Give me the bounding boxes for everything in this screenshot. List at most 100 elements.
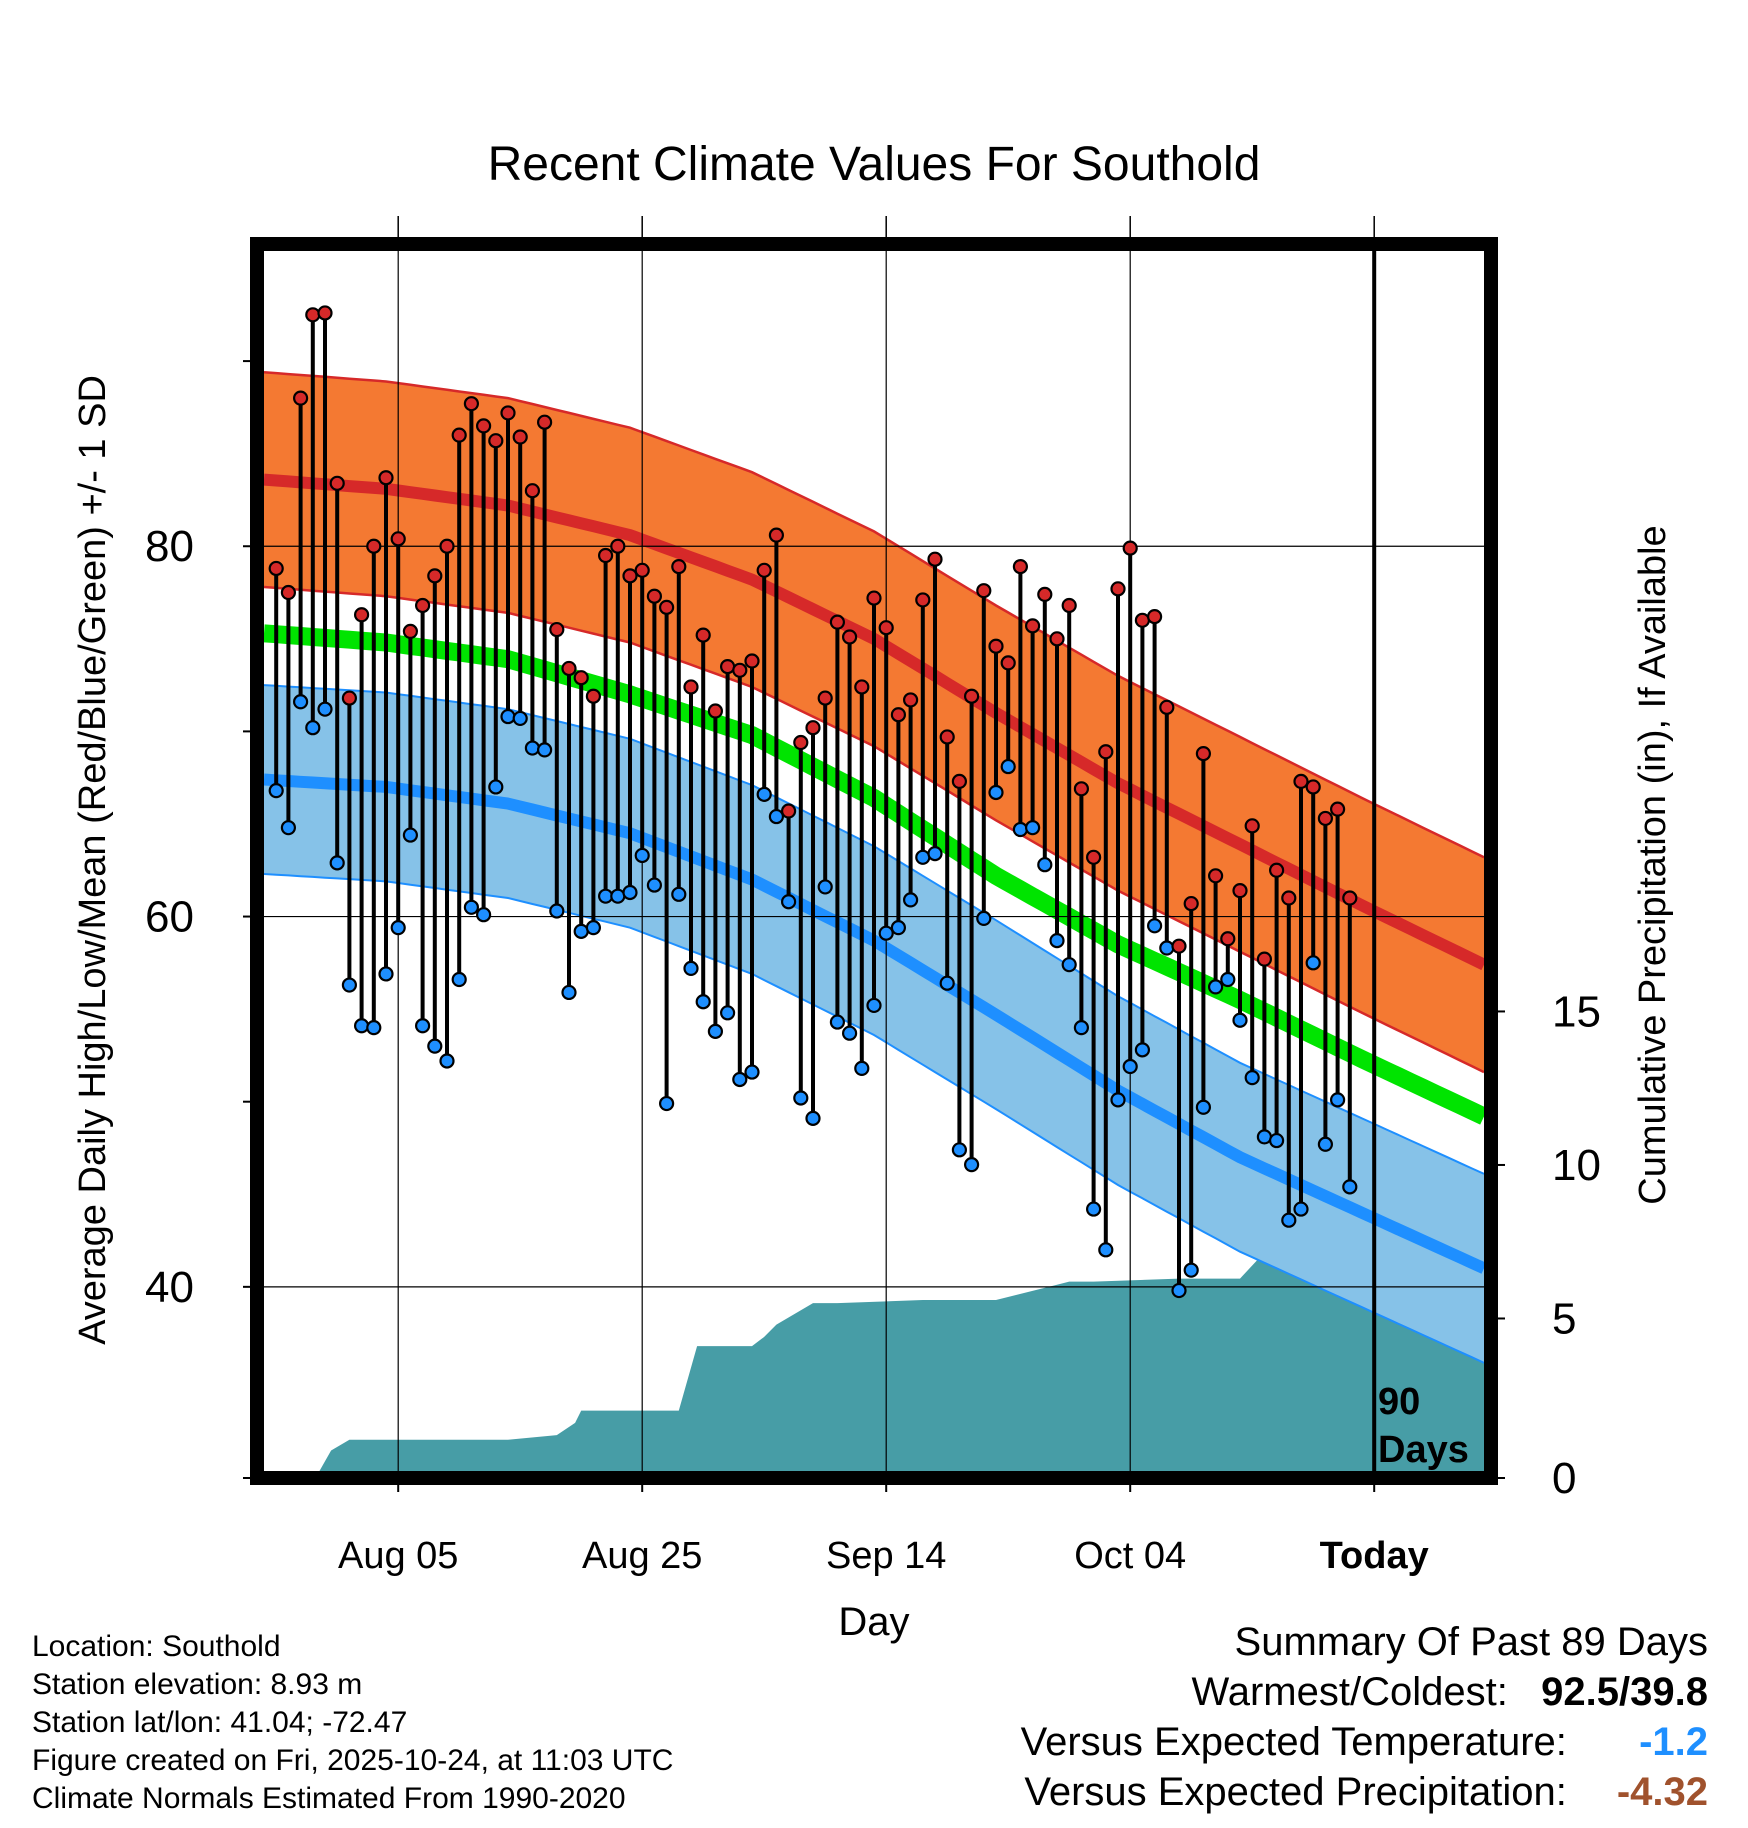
daily-high-point	[329, 475, 345, 491]
daily-low-point	[1037, 857, 1053, 873]
daily-low-point	[597, 888, 614, 904]
daily-high-point	[1146, 608, 1163, 625]
daily-high-point	[293, 390, 309, 406]
daily-high-point	[597, 547, 614, 564]
daily-low-point	[329, 855, 345, 871]
daily-low-point	[841, 1025, 858, 1041]
daily-low-point	[354, 1018, 370, 1034]
daily-high-point	[488, 433, 504, 449]
daily-high-point	[268, 560, 284, 577]
daily-low-point	[658, 1095, 675, 1112]
daily-high-point	[1207, 868, 1224, 884]
daily-high-point	[1195, 746, 1212, 762]
low-band-lower-edge	[264, 873, 1484, 1364]
daily-low-point	[719, 1005, 736, 1021]
daily-high-point	[1281, 890, 1297, 906]
daily-low-point	[1207, 979, 1224, 995]
daily-high-point	[512, 429, 528, 445]
plot-frame	[250, 237, 1498, 1485]
days-label-count: 90	[1378, 1381, 1420, 1423]
daily-low-point	[793, 1090, 809, 1106]
daily-low-point	[366, 1020, 382, 1036]
summary-warmest-value: 92.5	[1541, 1670, 1620, 1714]
daily-low-point	[1195, 1099, 1212, 1115]
daily-low-point	[1171, 1282, 1187, 1299]
meta-latlon: Station lat/lon: 41.04; -72.47	[32, 1706, 408, 1739]
daily-low-point	[439, 1053, 455, 1069]
daily-high-point	[524, 483, 541, 499]
daily-high-point	[768, 527, 785, 543]
daily-high-point	[939, 729, 955, 745]
daily-high-point	[476, 418, 492, 434]
daily-high-point	[719, 658, 736, 675]
daily-low-point	[866, 997, 882, 1014]
daily-high-point	[366, 538, 382, 554]
x-tick-label: Aug 25	[582, 1535, 702, 1577]
summary-precip-row: Versus Expected Precipitation: -4.32	[1024, 1770, 1708, 1815]
daily-low-point	[732, 1071, 748, 1088]
meta-normals: Climate Normals Estimated From 1990-2020	[32, 1782, 626, 1815]
daily-high-point	[683, 679, 699, 695]
daily-low-point	[1256, 1129, 1273, 1145]
x-tick-label: Oct 04	[1074, 1535, 1186, 1577]
daily-low-point	[415, 1018, 431, 1034]
daily-high-point	[1244, 818, 1260, 834]
summary-temp-row: Versus Expected Temperature: -1.2	[1021, 1720, 1708, 1765]
daily-high-point	[354, 607, 370, 623]
daily-high-point	[1000, 655, 1016, 671]
daily-low-point	[500, 708, 516, 725]
summary-precip-value: -4.32	[1616, 1770, 1708, 1814]
summary-temp-value: -1.2	[1639, 1720, 1708, 1764]
x-axis-label: Day	[838, 1600, 909, 1644]
daily-high-point	[1305, 779, 1321, 795]
daily-low-point	[805, 1110, 821, 1126]
daily-high-point	[280, 584, 296, 601]
daily-low-point	[963, 1157, 980, 1173]
daily-high-point	[402, 623, 418, 640]
daily-low-point	[951, 1142, 968, 1158]
daily-high-point	[695, 627, 711, 643]
daily-high-point	[561, 660, 577, 677]
daily-low-point	[671, 886, 687, 902]
high-band-upper-edge	[264, 370, 1484, 859]
daily-high-point	[1073, 781, 1090, 797]
daily-low-point	[1159, 940, 1175, 956]
summary-coldest-value: 39.8	[1630, 1670, 1708, 1714]
daily-high-point	[671, 559, 687, 575]
daily-high-point	[841, 629, 858, 645]
daily-low-point	[305, 720, 321, 736]
daily-low-point	[476, 907, 492, 923]
daily-low-point	[817, 879, 833, 895]
daily-low-point	[1122, 1058, 1138, 1075]
daily-high-point	[341, 690, 357, 706]
daily-high-point	[951, 773, 968, 789]
daily-low-point	[488, 779, 504, 795]
daily-low-point	[1146, 918, 1163, 934]
daily-low-point	[1232, 1012, 1248, 1028]
daily-high-point	[1037, 586, 1053, 602]
daily-low-point	[573, 923, 589, 939]
daily-low-point	[524, 740, 541, 756]
daily-high-point	[805, 720, 821, 736]
daily-high-point	[415, 597, 431, 614]
daily-high-point	[1183, 895, 1199, 912]
chart-title: Recent Climate Values For Southold	[488, 138, 1261, 191]
daily-low-point	[829, 1014, 846, 1030]
daily-low-point	[1085, 1201, 1102, 1217]
y-tick-label: 40	[145, 1263, 194, 1312]
daily-high-point	[793, 734, 809, 751]
daily-low-point	[1110, 1092, 1126, 1108]
daily-high-point	[756, 562, 772, 578]
meta-elevation: Station elevation: 8.93 m	[32, 1668, 363, 1701]
precip-area	[264, 1204, 1484, 1472]
daily-low-point	[1049, 933, 1065, 949]
precip-tick-label: 5	[1552, 1294, 1576, 1343]
daily-high-point	[1268, 862, 1285, 878]
daily-high-point	[1256, 951, 1273, 967]
daily-low-point	[854, 1060, 870, 1076]
daily-low-point	[1293, 1201, 1309, 1217]
daily-low-point	[1317, 1136, 1334, 1152]
daily-low-point	[549, 903, 565, 919]
daily-low-point	[634, 847, 650, 864]
daily-high-point	[1171, 938, 1187, 954]
